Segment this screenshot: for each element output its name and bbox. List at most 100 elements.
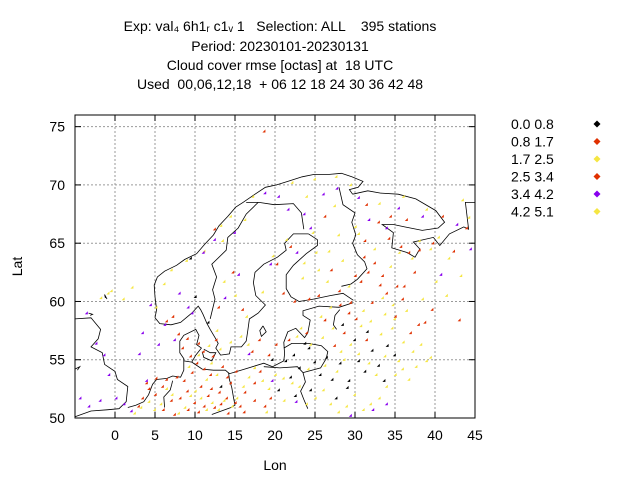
station-point-series-5 [236, 272, 240, 276]
station-point-series-2 [164, 377, 168, 381]
station-point-series-3 [130, 285, 134, 289]
y-tick-label: 70 [49, 177, 65, 193]
station-point-series-2 [214, 338, 218, 342]
station-point-series-5 [98, 398, 102, 402]
station-point-series-2 [274, 342, 278, 346]
station-point-series-5 [223, 296, 227, 300]
station-point-series-3 [401, 194, 405, 198]
station-point-series-5 [78, 396, 82, 400]
station-point-series-3 [467, 215, 471, 219]
station-point-series-2 [464, 226, 468, 230]
station-point-series-3 [306, 367, 310, 371]
station-point-series-3 [417, 239, 421, 243]
station-point-series-2 [268, 396, 272, 400]
station-point-series-3 [241, 384, 245, 388]
station-point-series-1 [330, 377, 334, 381]
station-point-series-3 [202, 249, 206, 253]
station-point-series-3 [352, 392, 356, 396]
coastline-segment [259, 325, 267, 338]
station-point-series-2 [263, 404, 267, 408]
x-axis-label: Lon [263, 457, 286, 473]
station-point-series-2 [169, 398, 173, 402]
station-point-series-3 [308, 342, 312, 346]
station-point-series-3 [230, 404, 234, 408]
station-point-series-5 [367, 218, 371, 222]
station-point-series-3 [396, 359, 400, 363]
station-point-series-3 [99, 296, 103, 300]
station-point-series-3 [356, 232, 360, 236]
station-point-series-3 [267, 387, 271, 391]
station-point-series-2 [288, 244, 292, 248]
station-point-series-2 [362, 255, 366, 259]
station-point-series-2 [196, 341, 200, 345]
station-point-series-3 [328, 402, 332, 406]
station-point-series-2 [332, 343, 336, 347]
station-point-series-3 [154, 305, 158, 309]
station-point-series-2 [372, 261, 376, 265]
station-point-series-2 [407, 250, 411, 254]
station-point-series-2 [337, 289, 341, 293]
station-point-series-3 [319, 314, 323, 318]
station-point-series-5 [263, 191, 267, 195]
station-point-series-3 [260, 378, 264, 382]
station-point-series-2 [220, 364, 224, 368]
station-point-series-3 [304, 402, 308, 406]
station-point-series-3 [419, 342, 423, 346]
station-point-series-2 [212, 405, 216, 409]
station-point-series-3 [344, 404, 348, 408]
station-point-series-5 [396, 206, 400, 210]
station-point-series-3 [170, 392, 174, 396]
coastline-segment [74, 365, 82, 371]
station-point-series-5 [294, 399, 298, 403]
station-point-series-2 [211, 354, 215, 358]
station-point-series-3 [164, 387, 168, 391]
station-point-series-3 [196, 353, 200, 357]
station-point-series-3 [404, 308, 408, 312]
station-point-series-3 [147, 399, 151, 403]
legend-label: 4.2 5.1 [511, 204, 554, 220]
station-point-series-3 [204, 377, 208, 381]
station-point-series-3 [316, 268, 320, 272]
station-point-series-5 [148, 303, 152, 307]
station-point-series-1 [276, 388, 280, 392]
station-point-series-3 [428, 355, 432, 359]
station-point-series-2 [338, 303, 342, 307]
station-point-series-1 [318, 373, 322, 377]
station-point-series-3 [273, 373, 277, 377]
station-point-series-5 [212, 237, 216, 241]
station-point-series-3 [210, 401, 214, 405]
station-point-series-6 [336, 233, 340, 237]
station-point-series-3 [222, 398, 226, 402]
legend-marker [593, 208, 601, 215]
station-point-series-1 [352, 338, 356, 342]
station-point-series-5 [129, 409, 133, 413]
station-point-series-5 [156, 342, 160, 346]
station-point-series-2 [144, 381, 148, 385]
station-point-series-3 [374, 373, 378, 377]
station-point-series-5 [468, 247, 472, 251]
station-point-series-5 [177, 291, 181, 295]
station-point-series-1 [340, 322, 344, 326]
station-point-series-1 [345, 385, 349, 389]
station-point-series-2 [412, 270, 416, 274]
x-tick-label: 45 [467, 427, 483, 443]
legend-marker [593, 138, 601, 145]
station-point-series-2 [364, 338, 368, 342]
station-point-series-1 [338, 361, 342, 365]
station-point-series-5 [190, 311, 194, 315]
station-point-series-6 [302, 261, 306, 265]
station-point-series-3 [356, 352, 360, 356]
grid-lines [75, 115, 475, 419]
coastline-segment [153, 172, 364, 318]
station-point-series-2 [201, 349, 205, 353]
coastline-segment [263, 366, 309, 409]
station-point-series-3 [281, 376, 285, 380]
station-point-series-2 [153, 392, 157, 396]
station-point-series-3 [424, 359, 428, 363]
station-point-series-3 [169, 268, 173, 272]
station-point-series-5 [232, 230, 236, 234]
station-point-series-3 [368, 319, 372, 323]
station-point-series-2 [206, 394, 210, 398]
station-point-series-5 [268, 262, 272, 266]
station-point-series-5 [321, 192, 325, 196]
